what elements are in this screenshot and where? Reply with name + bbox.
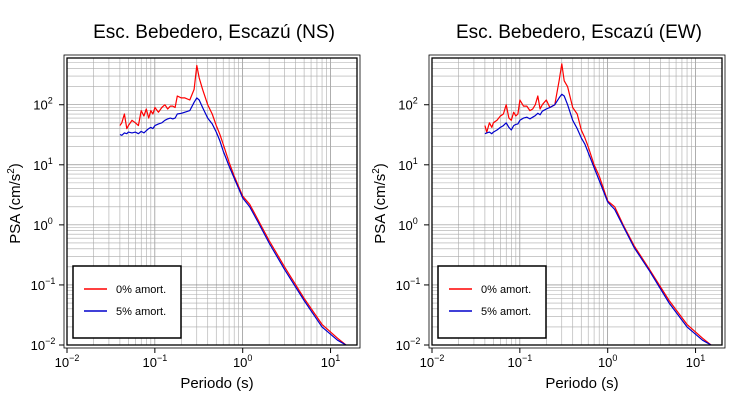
plot-frame-outer bbox=[63, 54, 361, 349]
y-tick-base: 10 bbox=[31, 338, 45, 353]
y-tick-label: 10−2 bbox=[396, 336, 421, 353]
x-tick-label: 10−2 bbox=[420, 353, 445, 370]
y-tick-base: 10 bbox=[396, 338, 410, 353]
plot-frame bbox=[66, 57, 358, 346]
y-tick-base: 10 bbox=[33, 98, 47, 113]
x-tick-base: 10 bbox=[507, 355, 521, 370]
x-tick-base: 10 bbox=[598, 355, 612, 370]
y-tick-label: 101 bbox=[33, 156, 52, 173]
grid bbox=[66, 57, 358, 346]
x-tick-exp: 0 bbox=[247, 353, 252, 363]
y-tick-base: 10 bbox=[398, 158, 412, 173]
y-tick-exp: 0 bbox=[48, 216, 53, 226]
x-tick-base: 10 bbox=[686, 355, 700, 370]
y-axis-label-sup: 2 bbox=[6, 168, 17, 174]
y-tick-base: 10 bbox=[33, 158, 47, 173]
x-tick-base: 10 bbox=[142, 355, 156, 370]
x-tick-base: 10 bbox=[55, 355, 69, 370]
x-tick-label: 10−2 bbox=[55, 353, 80, 370]
plot-frame-outer bbox=[428, 54, 726, 349]
y-tick-exp: 1 bbox=[413, 156, 418, 166]
chart-panel-ns: 10−2 10−1 100 101 10−2 10−1 100 101 102 Esc. Bebe… bbox=[6, 22, 361, 392]
y-tick-base: 10 bbox=[31, 278, 45, 293]
x-tick-base: 10 bbox=[321, 355, 335, 370]
series-line-0 bbox=[484, 63, 712, 346]
x-tick-exp: 0 bbox=[612, 353, 617, 363]
y-tick-label: 101 bbox=[398, 156, 417, 173]
y-axis-label-tail: ) bbox=[372, 163, 389, 168]
y-axis-label-base: PSA (cm/s bbox=[7, 174, 24, 244]
y-tick-base: 10 bbox=[398, 98, 412, 113]
y-tick-exp: −1 bbox=[410, 276, 420, 286]
y-axis-label: PSA (cm/s2) bbox=[371, 163, 389, 244]
y-tick-label: 100 bbox=[33, 216, 52, 233]
y-tick-exp: 0 bbox=[413, 216, 418, 226]
plot-frame bbox=[431, 57, 723, 346]
y-axis-label-tail: ) bbox=[7, 163, 24, 168]
y-tick-base: 10 bbox=[396, 278, 410, 293]
x-tick-base: 10 bbox=[420, 355, 434, 370]
x-tick-base: 10 bbox=[233, 355, 247, 370]
y-tick-label: 10−2 bbox=[31, 336, 56, 353]
legend-label-1: 5% amort. bbox=[481, 306, 531, 318]
legend: 0% amort. 5% amort. bbox=[437, 265, 547, 339]
chart-panel-ew: 10−2 10−1 100 101 10−2 10−1 100 101 102 Esc. Bebe… bbox=[365, 0, 730, 400]
legend-label-0: 0% amort. bbox=[116, 284, 166, 296]
x-tick-exp: −2 bbox=[69, 353, 79, 363]
x-tick-label: 100 bbox=[233, 353, 252, 370]
y-tick-label: 10−1 bbox=[31, 276, 56, 293]
x-tick-label: 100 bbox=[598, 353, 617, 370]
y-tick-exp: 2 bbox=[48, 96, 53, 106]
legend: 0% amort. 5% amort. bbox=[72, 265, 182, 339]
x-axis-label: Periodo (s) bbox=[180, 375, 253, 392]
x-tick-exp: −2 bbox=[434, 353, 444, 363]
x-tick-exp: 1 bbox=[335, 353, 340, 363]
y-axis-label-sup: 2 bbox=[371, 168, 382, 174]
y-tick-label: 10−1 bbox=[396, 276, 421, 293]
y-tick-label: 100 bbox=[398, 216, 417, 233]
y-axis-label-base: PSA (cm/s bbox=[372, 174, 389, 244]
chart-title: Esc. Bebedero, Escazú (EW) bbox=[456, 22, 702, 43]
x-tick-label: 10−1 bbox=[507, 353, 532, 370]
series-line-0 bbox=[119, 64, 347, 346]
x-tick-exp: −1 bbox=[522, 353, 532, 363]
y-axis-label: PSA (cm/s2) bbox=[6, 163, 24, 244]
y-tick-exp: −2 bbox=[410, 336, 420, 346]
x-tick-exp: −1 bbox=[157, 353, 167, 363]
x-axis-label: Periodo (s) bbox=[545, 375, 618, 392]
y-tick-base: 10 bbox=[33, 218, 47, 233]
chart-title: Esc. Bebedero, Escazú (NS) bbox=[93, 22, 335, 43]
series-line-1 bbox=[484, 93, 712, 346]
y-tick-exp: 2 bbox=[413, 96, 418, 106]
legend-label-0: 0% amort. bbox=[481, 284, 531, 296]
legend-box bbox=[72, 265, 182, 339]
y-tick-label: 102 bbox=[33, 96, 52, 113]
y-tick-label: 102 bbox=[398, 96, 417, 113]
x-tick-label: 101 bbox=[686, 353, 705, 370]
y-tick-base: 10 bbox=[398, 218, 412, 233]
legend-label-1: 5% amort. bbox=[116, 306, 166, 318]
x-tick-exp: 1 bbox=[700, 353, 705, 363]
legend-box bbox=[437, 265, 547, 339]
x-tick-label: 101 bbox=[321, 353, 340, 370]
series-line-1 bbox=[119, 97, 347, 346]
y-tick-exp: −2 bbox=[45, 336, 55, 346]
x-tick-label: 10−1 bbox=[142, 353, 167, 370]
y-tick-exp: −1 bbox=[45, 276, 55, 286]
y-tick-exp: 1 bbox=[48, 156, 53, 166]
